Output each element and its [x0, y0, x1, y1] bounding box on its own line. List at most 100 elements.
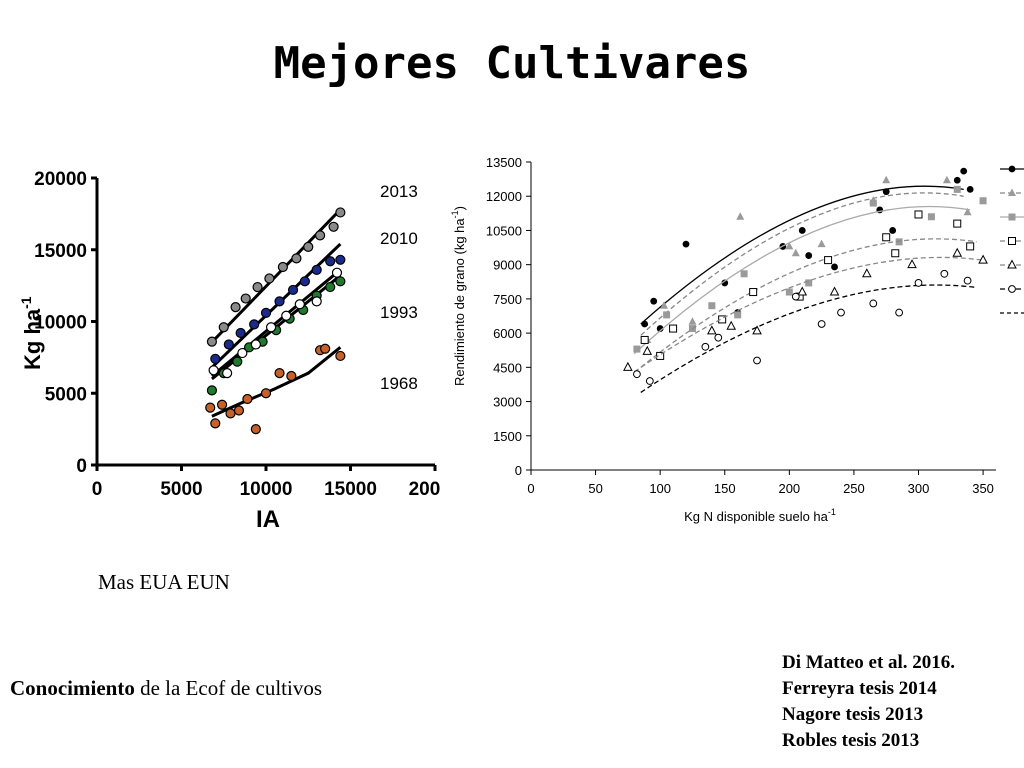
data-point — [642, 345, 653, 355]
data-point — [927, 213, 935, 221]
caption-eua-eun: Mas EUA EUN — [98, 570, 230, 594]
data-point — [824, 256, 833, 265]
regression-line — [210, 268, 342, 378]
data-point — [734, 311, 742, 319]
series-label: 1993 — [380, 303, 418, 322]
y-tick-label: 1500 — [493, 429, 522, 444]
data-point — [222, 368, 233, 379]
data-point — [869, 199, 877, 207]
data-point — [785, 288, 793, 296]
data-point — [274, 296, 285, 307]
fit-curve — [640, 238, 977, 368]
references: Di Matteo et al. 2016. Ferreyra tesis 20… — [782, 650, 955, 754]
data-point — [882, 175, 891, 184]
reference-item: Robles tesis 2013 — [782, 730, 920, 751]
y-tick-label: 15000 — [34, 241, 87, 262]
data-point — [682, 240, 690, 248]
x-tick-label: 10000 — [240, 479, 293, 500]
y-tick-label: 20000 — [34, 169, 87, 190]
data-point — [640, 335, 649, 344]
chart-yield-vs-nitrogen: 0150030004500600075009000105001200013500… — [450, 155, 1024, 524]
data-point — [252, 281, 263, 293]
x-tick-label: 300 — [908, 481, 930, 496]
x-axis-label: Kg N disponible suelo ha-1 — [684, 507, 836, 524]
data-point — [294, 299, 305, 310]
data-point — [650, 297, 658, 305]
y-tick-label: 3000 — [493, 395, 522, 410]
data-point — [889, 227, 897, 234]
data-point — [260, 307, 272, 318]
data-point — [953, 219, 962, 228]
y-tick-label: 10000 — [34, 313, 87, 334]
data-point — [907, 259, 917, 269]
data-point — [753, 356, 761, 365]
data-point — [1008, 237, 1016, 245]
data-point — [328, 221, 339, 232]
data-point — [940, 269, 949, 278]
data-point — [633, 370, 641, 379]
x-tick-label: 15000 — [324, 479, 377, 500]
y-tick-label: 5000 — [45, 384, 87, 405]
data-point — [718, 315, 727, 324]
data-point — [242, 393, 253, 405]
data-point — [1007, 259, 1017, 269]
caption-knowledge: Conocimiento de la Ecof de cultivos — [10, 676, 322, 701]
data-point — [656, 325, 664, 332]
data-point — [314, 230, 326, 241]
data-point — [208, 365, 219, 376]
data-point — [240, 293, 251, 304]
y-tick-label: 9000 — [493, 258, 522, 273]
data-point — [286, 370, 297, 382]
x-axis-label-exponent: -1 — [828, 507, 836, 517]
y-tick-label: 10500 — [486, 223, 522, 238]
data-point — [291, 253, 302, 264]
x-tick-label: 0 — [92, 479, 103, 500]
fit-curve — [640, 185, 964, 325]
data-point — [277, 261, 288, 273]
x-tick-label: 250 — [843, 481, 865, 496]
data-point — [953, 176, 961, 184]
data-point — [331, 267, 343, 278]
x-tick-label: 50 — [588, 481, 602, 496]
data-point — [726, 320, 737, 330]
y-tick-label: 6000 — [493, 326, 522, 341]
data-point — [966, 242, 975, 251]
data-point — [205, 402, 216, 413]
data-point — [817, 320, 826, 328]
data-point — [335, 207, 346, 218]
reference-item: Nagore tesis 2013 — [782, 704, 924, 725]
y-tick-label: 7500 — [493, 292, 522, 307]
data-point — [798, 227, 806, 234]
data-point — [749, 288, 758, 297]
x-tick-label: 200 — [778, 481, 800, 496]
data-point — [633, 345, 641, 353]
data-point — [335, 254, 346, 265]
data-point — [669, 324, 678, 333]
data-point — [325, 281, 336, 293]
data-point — [274, 368, 285, 379]
data-point — [281, 310, 292, 321]
data-point — [223, 339, 234, 350]
y-axis-label: Rendimiento de grano (kg ha-1) — [450, 206, 467, 386]
data-point — [210, 353, 221, 364]
data-point — [250, 424, 261, 435]
data-point — [1008, 213, 1016, 221]
data-point — [740, 270, 748, 278]
data-point — [708, 302, 716, 310]
data-point — [805, 252, 813, 259]
data-point — [623, 361, 633, 371]
data-point — [736, 212, 745, 220]
y-tick-label: 0 — [76, 456, 87, 477]
chart-yield-vs-ia: 0 5000 10000 15000 20000 0 5000 10000 15000 20000… — [18, 169, 440, 533]
data-point — [320, 343, 331, 354]
series-label: 1968 — [380, 374, 418, 393]
x-tick-label: 100 — [649, 481, 671, 496]
data-point — [963, 276, 972, 285]
data-point — [1008, 188, 1016, 196]
x-tick-label: 0 — [527, 481, 534, 496]
y-tick-label: 4500 — [493, 360, 522, 375]
x-tick-label: 5000 — [160, 479, 202, 500]
data-point — [325, 256, 336, 267]
data-point — [265, 322, 277, 333]
regression-line — [211, 346, 342, 418]
